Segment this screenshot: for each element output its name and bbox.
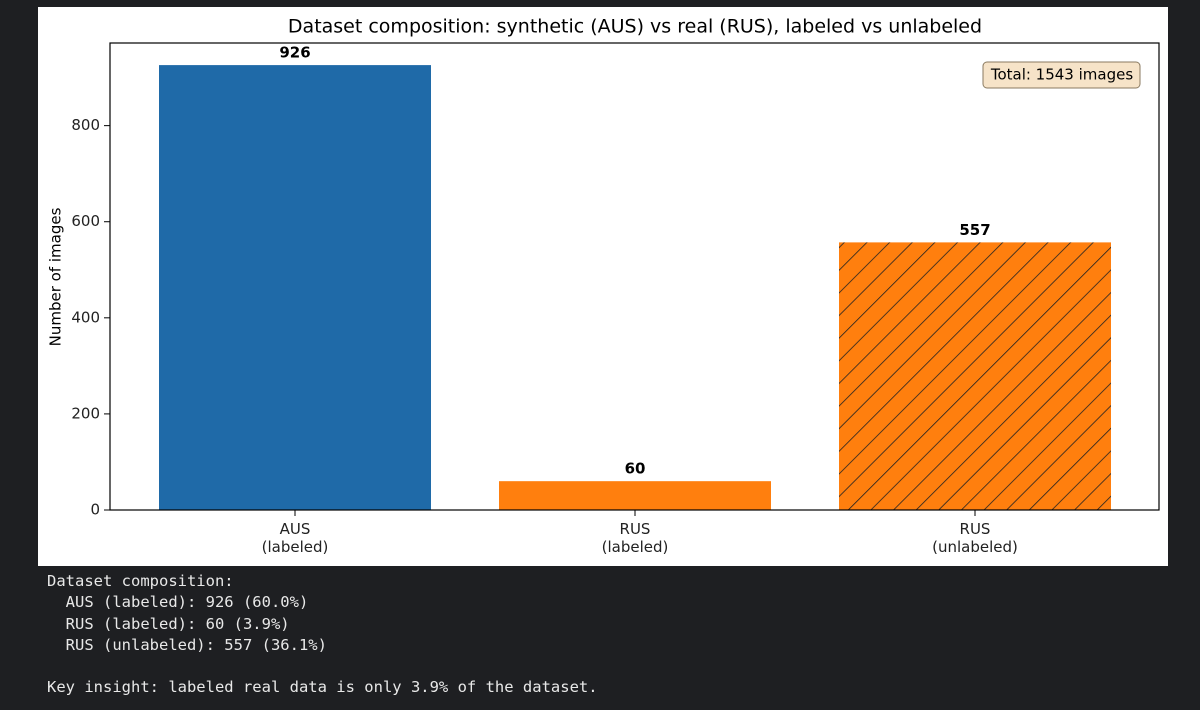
y-axis-label: Number of images: [47, 207, 65, 346]
y-tick-label: 200: [71, 404, 100, 422]
annotation-box: [982, 61, 1141, 89]
y-tick-label: 800: [71, 116, 100, 134]
value-label: 60: [625, 460, 646, 478]
value-label: 557: [959, 221, 990, 239]
output-line: RUS (unlabeled): 557 (36.1%): [47, 635, 327, 654]
x-tick-label: AUS (labeled): [261, 520, 329, 556]
output-line: RUS (labeled): 60 (3.9%): [47, 614, 290, 633]
output-line: Dataset composition:: [47, 572, 234, 590]
output-insight: Key insight: labeled real data is only 3…: [47, 678, 598, 696]
y-tick-label: 600: [71, 212, 100, 230]
chart-title: Dataset composition: synthetic (AUS) vs …: [288, 16, 982, 38]
x-tick-label: RUS (unlabeled): [932, 520, 1018, 556]
bar-hatch: [839, 242, 1111, 510]
y-tick-label: 400: [71, 308, 100, 326]
chart: Dataset composition: synthetic (AUS) vs …: [47, 16, 1160, 519]
value-label: 926: [279, 44, 310, 62]
output-line: AUS (labeled): 926 (60.0%): [47, 593, 309, 612]
bar: [499, 481, 771, 510]
bar: [159, 65, 431, 510]
axes-frame: [109, 42, 1160, 511]
y-tick-label: 0: [90, 501, 100, 519]
x-tick-label: RUS (labeled): [601, 520, 669, 556]
annotation: Total: 1543 images: [990, 66, 1134, 84]
